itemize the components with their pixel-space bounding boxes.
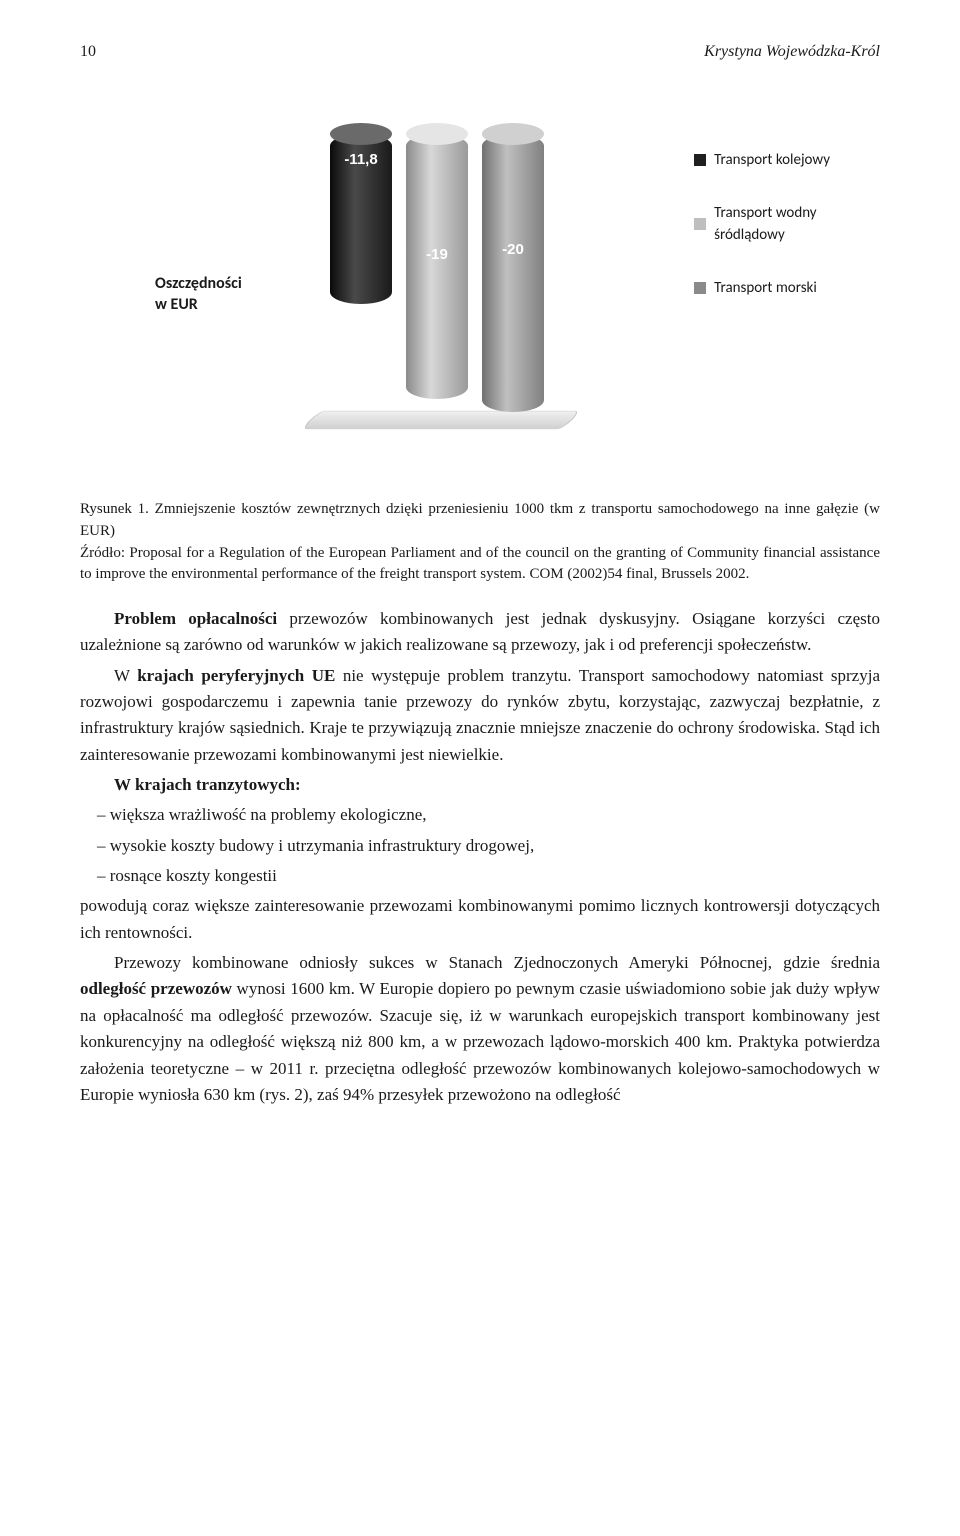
body-p4: powodują coraz większe zainteresowanie p… [80, 893, 880, 946]
list-item: – rosnące koszty kongestii [80, 863, 880, 889]
y-axis-label-line2: w EUR [155, 295, 242, 316]
chart-bar-top [330, 123, 392, 145]
body-p2: W krajach peryferyjnych UE nie występuje… [80, 663, 880, 768]
body-p3: W krajach tranzytowych: [80, 772, 880, 798]
legend-swatch [694, 282, 706, 294]
chart-bar-top [482, 123, 544, 145]
list-item: – większa wrażliwość na problemy ekologi… [80, 802, 880, 828]
legend-swatch [694, 154, 706, 166]
chart-bar: -20 [482, 134, 544, 412]
body-p3-strong: W krajach tranzytowych: [114, 775, 301, 794]
figure-label: Rysunek 1. [80, 501, 149, 517]
figure-caption: Rysunek 1. Zmniejszenie kosztów zewnętrz… [80, 499, 880, 586]
legend-item: Transport morski [694, 277, 830, 300]
running-header: 10 Krystyna Wojewódzka-Król [80, 40, 880, 64]
body-p5: Przewozy kombinowane odniosły sukces w S… [80, 950, 880, 1108]
figure-title: Zmniejszenie kosztów zewnętrznych dzięki… [80, 501, 880, 539]
legend-label: Transport morski [714, 277, 817, 300]
y-axis-label: Oszczędności w EUR [155, 274, 242, 316]
page-number: 10 [80, 40, 96, 64]
chart-bar-body [482, 134, 544, 412]
y-axis-label-line1: Oszczędności [155, 274, 242, 295]
chart-bar-label: -19 [426, 244, 448, 267]
list-item: – wysokie koszty budowy i utrzymania inf… [80, 833, 880, 859]
chart-bar-label: -20 [502, 239, 524, 262]
legend-item: Transport kolejowy [694, 149, 830, 172]
legend-item: Transport wodny śródlądowy [694, 202, 830, 247]
body-p1: Problem opłacalności przewozów kombinowa… [80, 606, 880, 659]
body-p5b: odległość przewozów [80, 979, 232, 998]
chart-bar-body [406, 134, 468, 399]
legend-label: Transport wodny śródlądowy [714, 202, 816, 247]
legend-swatch [694, 218, 706, 230]
body-p2a: W [114, 666, 137, 685]
chart-bar: -11,8 [330, 134, 392, 304]
legend-label: Transport kolejowy [714, 149, 830, 172]
running-author: Krystyna Wojewódzka-Król [704, 40, 880, 64]
chart-bar-top [406, 123, 468, 145]
chart-base-plane [301, 411, 581, 429]
chart-bar: -19 [406, 134, 468, 399]
body-p2b: krajach peryferyjnych UE [137, 666, 335, 685]
chart-legend: Transport kolejowy Transport wodny śródlą… [694, 149, 830, 329]
figure-source: Proposal for a Regulation of the Europea… [80, 545, 880, 583]
body-p5a: Przewozy kombinowane odniosły sukces w S… [114, 953, 880, 972]
body-p1-lead: Problem opłacalności [114, 609, 277, 628]
figure-source-prefix: Źródło: [80, 545, 129, 561]
figure-chart: -11,8 -19 -20 Oszczędności w EUR Transport… [130, 94, 830, 474]
chart-bar-label: -11,8 [344, 149, 377, 172]
